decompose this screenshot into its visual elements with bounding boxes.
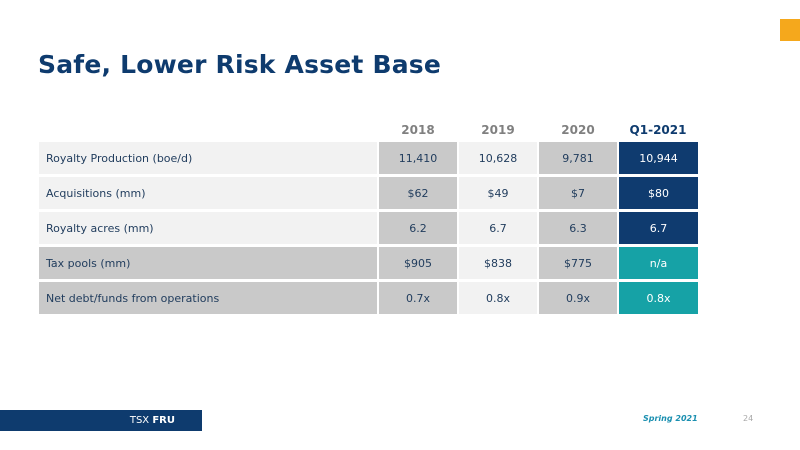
header-2019: 2019	[481, 123, 515, 137]
cell-value: 6.7	[618, 210, 698, 247]
row-label: Tax pools (mm)	[39, 245, 379, 282]
row-label: Royalty acres (mm)	[39, 210, 379, 247]
header-2018: 2018	[401, 123, 435, 137]
ticker-symbol: FRU	[152, 415, 175, 426]
cell-value: 0.9x	[538, 280, 619, 317]
cell-value: $7	[538, 175, 619, 212]
table-row: Acquisitions (mm) $62 $49 $7 $80	[39, 175, 698, 212]
cell-value: 0.8x	[618, 280, 698, 317]
cell-value: $905	[378, 245, 459, 282]
accent-square	[780, 19, 800, 41]
cell-value: $80	[618, 175, 698, 212]
header-corner	[39, 119, 378, 142]
header-q1-2021: Q1-2021	[629, 123, 687, 137]
table-row: Royalty acres (mm) 6.2 6.7 6.3 6.7	[39, 210, 698, 247]
row-label: Net debt/funds from operations	[39, 280, 379, 317]
table-row: Royalty Production (boe/d) 11,410 10,628…	[39, 142, 698, 177]
cell-value: 10,944	[618, 142, 698, 177]
row-label: Acquisitions (mm)	[39, 175, 379, 212]
table-row: Tax pools (mm) $905 $838 $775 n/a	[39, 245, 698, 282]
ticker-prefix: TSX	[129, 415, 150, 426]
cell-value: 10,628	[458, 142, 539, 177]
footer-date: Spring 2021	[643, 414, 698, 423]
cell-value: 6.3	[538, 210, 619, 247]
cell-value: 6.7	[458, 210, 539, 247]
cell-value: 9,781	[538, 142, 619, 177]
cell-value: $838	[458, 245, 539, 282]
metrics-table: 2018 2019 2020 Q1-2021 Royalty Productio…	[39, 119, 698, 317]
cell-value: 0.7x	[378, 280, 459, 317]
cell-value: n/a	[618, 245, 698, 282]
header-2020: 2020	[561, 123, 595, 137]
cell-value: 11,410	[378, 142, 459, 177]
slide-title: Safe, Lower Risk Asset Base	[38, 50, 442, 79]
page-number: 24	[743, 414, 754, 423]
table-row: Net debt/funds from operations 0.7x 0.8x…	[39, 280, 698, 317]
ticker-bar: TSX FRU	[0, 410, 202, 431]
cell-value: 6.2	[378, 210, 459, 247]
row-label: Royalty Production (boe/d)	[39, 142, 379, 177]
cell-value: $775	[538, 245, 619, 282]
table-header-row: 2018 2019 2020 Q1-2021	[39, 119, 698, 142]
cell-value: 0.8x	[458, 280, 539, 317]
cell-value: $49	[458, 175, 539, 212]
cell-value: $62	[378, 175, 459, 212]
